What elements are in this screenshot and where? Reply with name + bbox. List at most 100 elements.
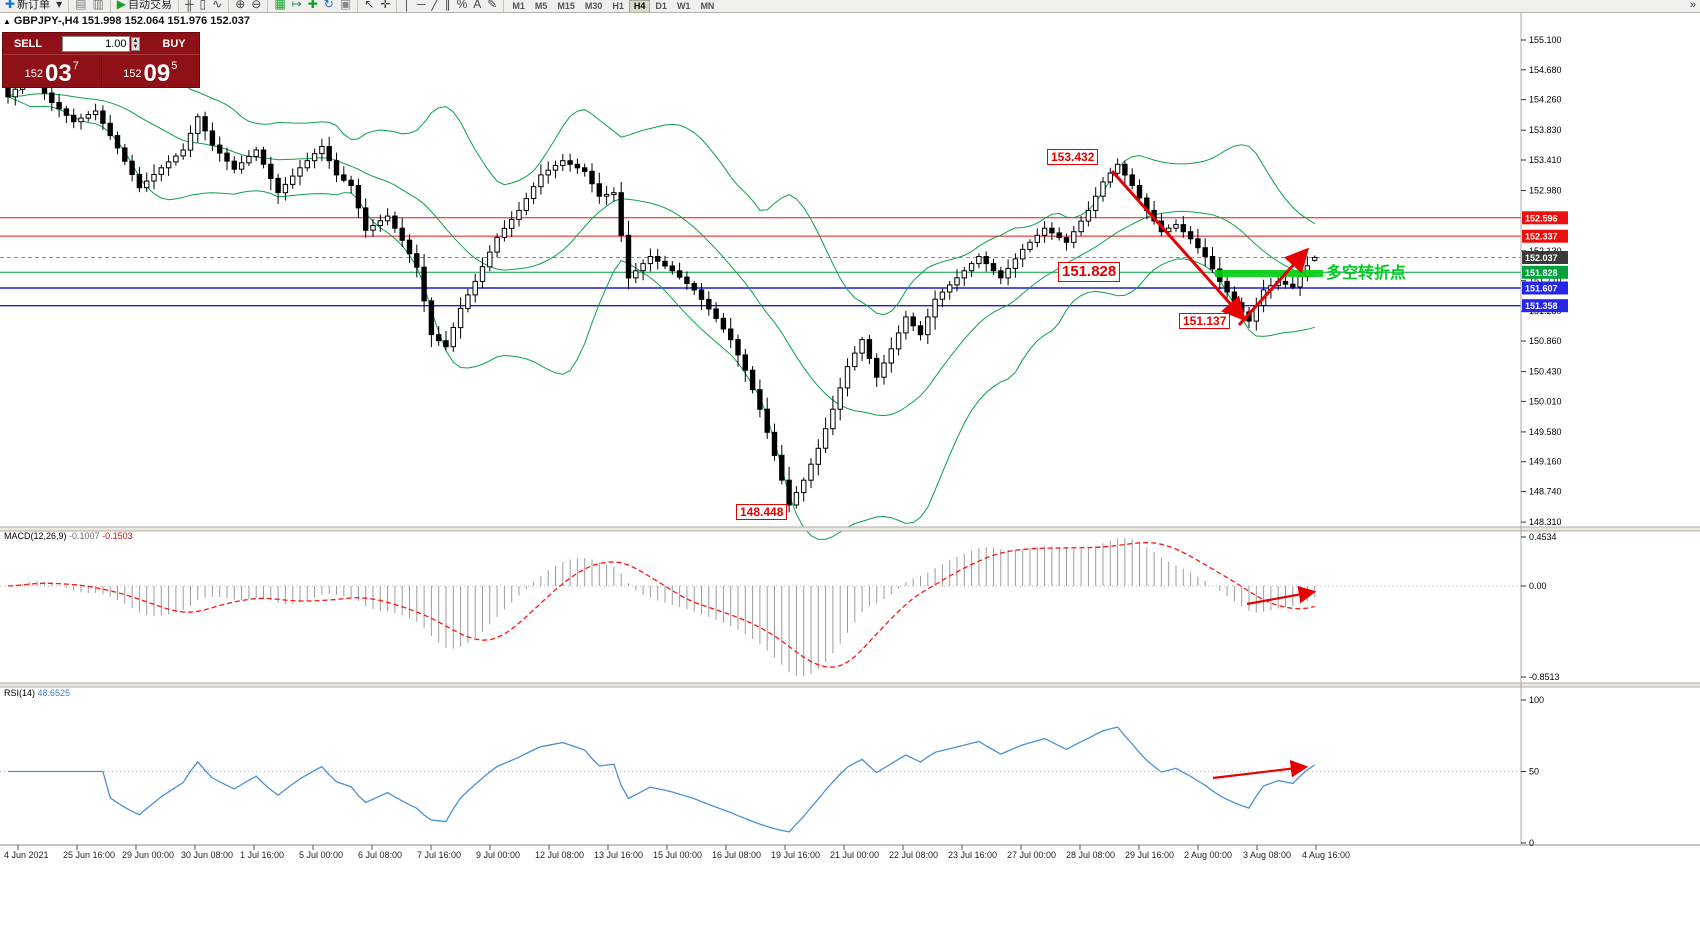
- trend-arrows[interactable]: [1110, 170, 1317, 780]
- horizontal-line-icon[interactable]: ─: [414, 0, 429, 12]
- svg-text:151.358: 151.358: [1525, 301, 1558, 311]
- indicators-icon[interactable]: ✚: [305, 0, 321, 12]
- rsi-panel: [0, 726, 1521, 833]
- symbol-ohlc-text: GBPJPY-,H4 151.998 152.064 151.976 152.0…: [13, 15, 250, 27]
- zoom-out-icon[interactable]: ⊖: [248, 0, 264, 12]
- volume-input[interactable]: [61, 35, 130, 52]
- toolbar-separator: [109, 0, 111, 12]
- svg-text:15 Jul 00:00: 15 Jul 00:00: [653, 850, 702, 860]
- timeframe-button-mn[interactable]: MN: [700, 1, 715, 11]
- toolbar: ✚ 新订单 ▾ ▤ ▥ ▶ 自动交易 ╫ ▯ ∿ ⊕ ⊖ ▦ ↦ ✚ ↻ ▣ ↖ ✛ │ ─ ╱ ∥% A ✎ M1 M5 M15 M3…: [0, 0, 1700, 13]
- buy-button[interactable]: BUY: [149, 37, 199, 51]
- toolbar-separator: [503, 0, 505, 12]
- sell-button[interactable]: SELL: [3, 37, 53, 51]
- price-label-peak[interactable]: 153.432: [1047, 149, 1099, 165]
- autoscroll-icon[interactable]: ↦: [289, 0, 305, 12]
- svg-text:5 Jul 00:00: 5 Jul 00:00: [299, 850, 343, 860]
- cursor-icon: ↖: [364, 0, 375, 11]
- macd-panel: [0, 537, 1521, 677]
- new-order-icon[interactable]: ✚ 新订单: [2, 0, 53, 12]
- svg-text:4 Aug 16:00: 4 Aug 16:00: [1302, 850, 1350, 860]
- svg-text:50: 50: [1529, 767, 1539, 777]
- timeframe-button-m30[interactable]: M30: [584, 1, 603, 11]
- horizontal-lines[interactable]: [0, 217, 1521, 307]
- svg-text:154.680: 154.680: [1529, 65, 1562, 75]
- sell-price[interactable]: 152 03 7: [3, 55, 102, 88]
- profiles-icon: ▥: [92, 0, 104, 11]
- zoom-out-icon: ⊖: [251, 0, 262, 11]
- timeframe-button-m15[interactable]: M15: [557, 1, 575, 11]
- new-order-icon-label: 新订单: [17, 0, 51, 11]
- svg-text:19 Jul 16:00: 19 Jul 16:00: [771, 850, 820, 860]
- channel-icon: ∥: [444, 0, 451, 11]
- line-chart-icon: ∿: [212, 0, 223, 11]
- crosshair-icon[interactable]: ✛: [377, 0, 393, 12]
- timeframe-button-m5[interactable]: M5: [534, 1, 548, 11]
- channel-icon[interactable]: ∥: [442, 0, 454, 12]
- sell-price-big: 03: [45, 60, 72, 87]
- svg-text:2 Aug 00:00: 2 Aug 00:00: [1184, 850, 1232, 860]
- chart-title: ▲ GBPJPY-,H4 151.998 152.064 151.976 152.…: [3, 15, 250, 27]
- profiles-icon[interactable]: ▥: [89, 0, 106, 12]
- horizontal-line-icon: ─: [416, 0, 426, 11]
- candles-chart-icon[interactable]: ▯: [197, 0, 210, 12]
- bars-chart-icon: ╫: [185, 0, 194, 11]
- grid-icon: ▦: [274, 0, 286, 11]
- toolbar-separator: [68, 0, 70, 12]
- autotrading-icon-label: 自动交易: [128, 0, 173, 11]
- svg-text:152.037: 152.037: [1525, 253, 1558, 263]
- toolbar-separator: [178, 0, 180, 12]
- chart-window-icon: ▤: [75, 0, 87, 11]
- timeframe-button-d1[interactable]: D1: [655, 1, 667, 11]
- toolbar-overflow-chevron[interactable]: »: [1689, 0, 1696, 11]
- text-icon[interactable]: A: [470, 0, 484, 12]
- svg-text:7 Jul 16:00: 7 Jul 16:00: [417, 850, 461, 860]
- dropdown-icon[interactable]: ▾: [53, 0, 65, 12]
- svg-text:148.740: 148.740: [1529, 487, 1562, 497]
- turning-point-text[interactable]: 多空转折点: [1326, 265, 1407, 282]
- timeframe-button-w1[interactable]: W1: [676, 1, 691, 11]
- timeframe-button-h4[interactable]: H4: [628, 0, 651, 12]
- bars-chart-icon[interactable]: ╫: [182, 0, 197, 12]
- macd-label: MACD(12,26,9) -0.1007 -0.1503: [4, 531, 133, 541]
- fibonacci-icon[interactable]: %: [454, 0, 471, 12]
- fibonacci-icon: %: [456, 0, 468, 11]
- trendline-icon[interactable]: ╱: [428, 0, 441, 12]
- svg-text:-0.8513: -0.8513: [1529, 672, 1560, 682]
- refresh-icon[interactable]: ↻: [321, 0, 337, 12]
- volume-stepper[interactable]: ▲ ▼: [130, 36, 141, 51]
- price-label-low[interactable]: 151.137: [1179, 313, 1231, 329]
- svg-text:0: 0: [1529, 838, 1534, 848]
- zoom-in-icon[interactable]: ⊕: [232, 0, 248, 12]
- timeframe-button-m1[interactable]: M1: [512, 1, 525, 11]
- price-label-bottom[interactable]: 148.448: [736, 504, 788, 520]
- cursor-icon[interactable]: ↖: [361, 0, 377, 12]
- timeframe-button-h1[interactable]: H1: [612, 1, 624, 11]
- buy-price-sup: 5: [171, 60, 178, 72]
- chart-window-icon[interactable]: ▤: [72, 0, 89, 12]
- toolbar-separator: [267, 0, 269, 12]
- autotrading-icon[interactable]: ▶ 自动交易: [114, 0, 175, 12]
- line-chart-icon[interactable]: ∿: [209, 0, 225, 12]
- svg-text:153.830: 153.830: [1529, 125, 1562, 135]
- price-label-mid[interactable]: 151.828: [1058, 262, 1121, 282]
- arrows-icon[interactable]: ✎: [484, 0, 500, 12]
- svg-text:27 Jul 00:00: 27 Jul 00:00: [1007, 850, 1056, 860]
- toolbar-separator: [357, 0, 359, 12]
- svg-text:155.100: 155.100: [1529, 35, 1562, 45]
- templates-icon[interactable]: ▣: [337, 0, 354, 12]
- grid-icon[interactable]: ▦: [271, 0, 288, 12]
- vertical-line-icon[interactable]: │: [400, 0, 414, 12]
- svg-text:152.980: 152.980: [1529, 186, 1562, 196]
- support-zone-rect[interactable]: [1215, 270, 1323, 277]
- svg-text:23 Jul 16:00: 23 Jul 16:00: [948, 850, 997, 860]
- svg-text:153.410: 153.410: [1529, 155, 1562, 165]
- collapse-one-click-arrow[interactable]: ▲: [3, 17, 11, 26]
- candles-chart-icon: ▯: [199, 0, 207, 11]
- buy-price[interactable]: 152 09 5: [102, 55, 200, 88]
- dropdown-icon: ▾: [56, 0, 63, 11]
- panel-separators[interactable]: [0, 13, 1700, 846]
